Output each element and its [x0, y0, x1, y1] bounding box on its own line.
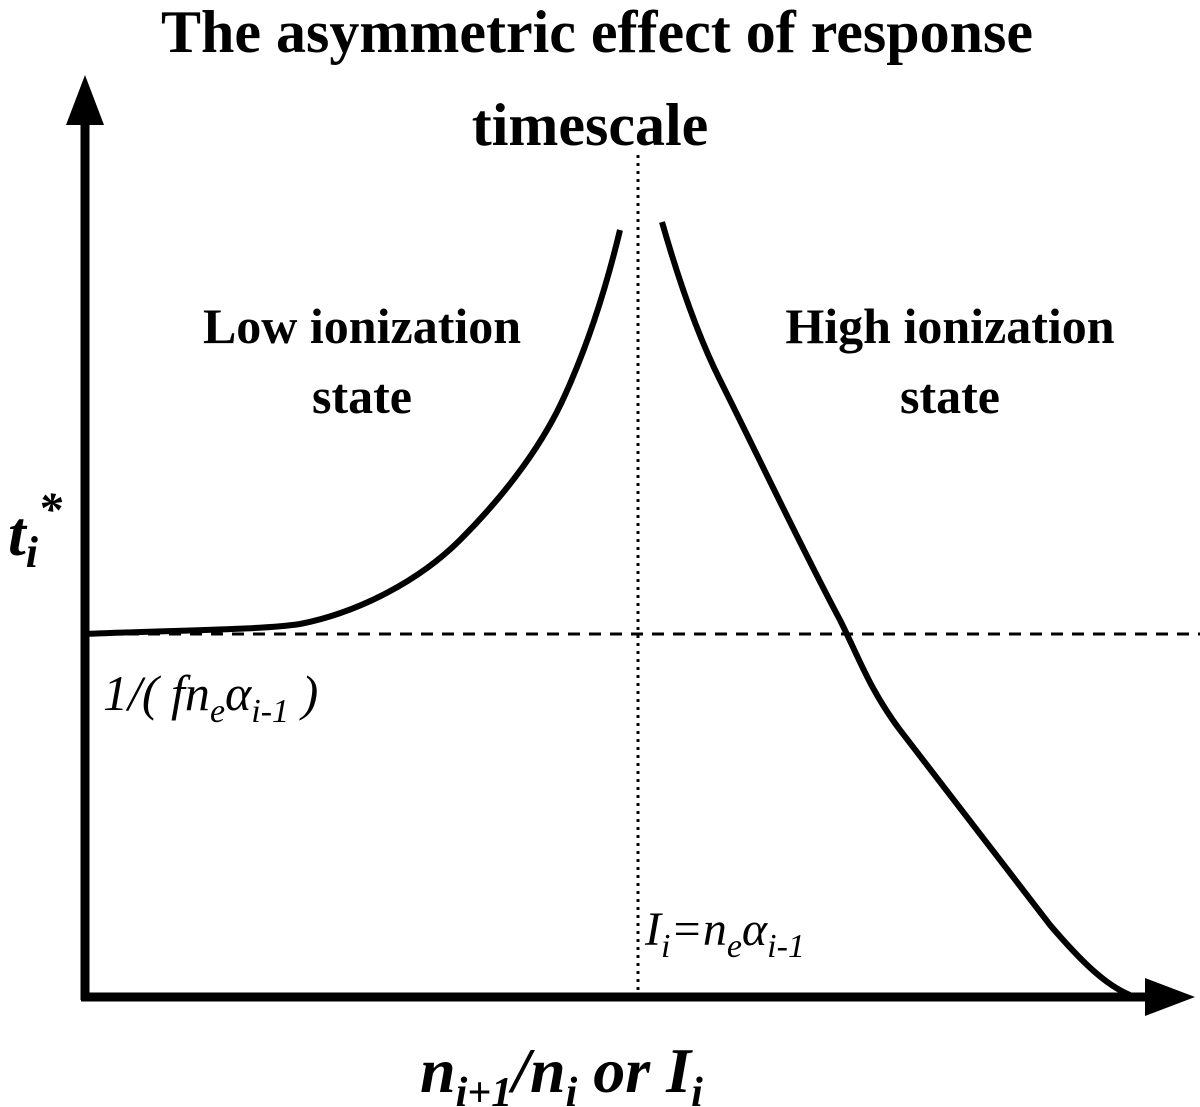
label-part: 1/( fn	[103, 665, 210, 721]
x-axis-arrow	[1145, 978, 1195, 1016]
label-part: α	[225, 665, 253, 721]
label-sup: *	[38, 483, 63, 536]
region-label: state	[900, 368, 1000, 424]
y-axis-arrow	[66, 75, 104, 125]
label-sub: i	[661, 928, 670, 965]
region-label: state	[312, 368, 412, 424]
title-line: timescale	[472, 92, 709, 158]
low-ionization-curve	[84, 229, 623, 637]
label-part: t	[8, 498, 28, 569]
label-sub: i	[691, 1070, 703, 1107]
label-part: /n	[508, 1035, 565, 1106]
title-line: The asymmetric effect of response	[161, 0, 1033, 65]
x-axis-label: ni+1/ni or Ii	[420, 1035, 703, 1107]
region-label: High ionization	[785, 298, 1114, 354]
label-sub: i-1	[767, 928, 805, 965]
label-sub: i	[26, 528, 39, 577]
label-part: )	[289, 665, 318, 721]
region-label: Low ionization	[203, 298, 521, 354]
label-part: or I	[577, 1035, 693, 1106]
label-sub: i-1	[251, 693, 289, 730]
label-part: α	[742, 903, 768, 956]
label-sub: e	[210, 693, 225, 730]
label-sub: i	[566, 1070, 578, 1107]
label-sub: i+1	[456, 1070, 513, 1107]
label-sub: e	[727, 928, 742, 965]
label-part: I	[644, 903, 663, 956]
label-part: =n	[670, 903, 726, 956]
crossover-label: Ii=neαi-1	[644, 903, 805, 965]
high-ionization-curve	[659, 221, 1132, 998]
y-axis-label: ti*	[8, 483, 63, 577]
label-part: n	[420, 1035, 456, 1106]
baseline-label: 1/( fneαi-1 )	[103, 665, 318, 730]
